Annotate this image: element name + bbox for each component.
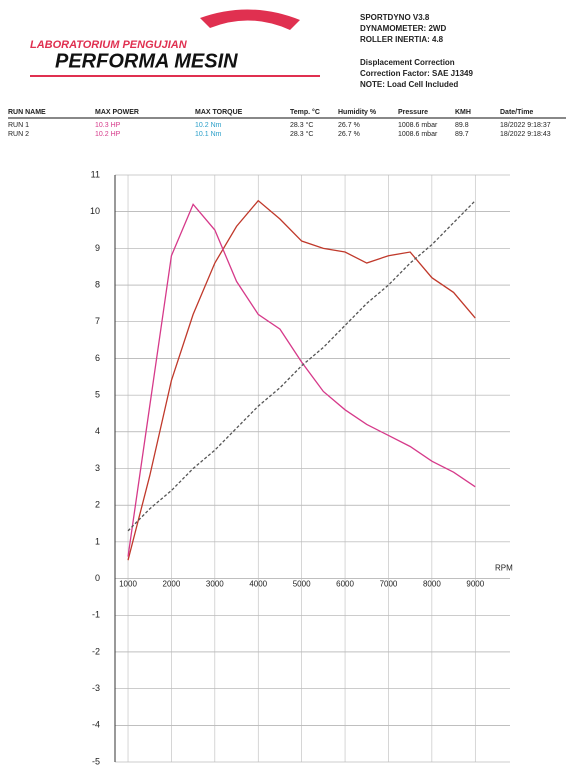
info-line: Displacement Correction (360, 58, 455, 67)
series-line (127, 199, 476, 561)
info-block: SPORTDYNO V3.8 DYNAMOMETER: 2WD ROLLER INE… (360, 13, 473, 89)
table-cell: 18/2022 9:18:37 (500, 122, 551, 129)
info-line: NOTE: Load Cell Included (360, 80, 458, 89)
logo-swoosh (200, 9, 300, 30)
table-cell: 10.2 HP (95, 131, 121, 138)
y-tick-label: 0 (95, 573, 100, 583)
table-header: Humidity % (338, 109, 377, 116)
table-cell: 28.3 °C (290, 121, 313, 129)
info-line: Correction Factor: SAE J1349 (360, 69, 473, 78)
table-cell: 18/2022 9:18:43 (500, 131, 551, 138)
table-cell: 26.7 % (338, 131, 360, 138)
table-cell: 10.3 HP (95, 122, 121, 129)
table-header: MAX POWER (95, 109, 139, 116)
brand: PERFORMA MESIN (55, 50, 238, 72)
y-tick-label: 9 (95, 243, 100, 253)
y-tick-label: -4 (92, 720, 100, 730)
table-cell: 28.3 °C (290, 130, 313, 138)
table-cell: 10.1 Nm (195, 131, 222, 138)
table-cell: 10.2 Nm (195, 122, 222, 129)
table-header: Temp. °C (290, 108, 320, 116)
y-tick-label: 7 (95, 316, 100, 326)
y-tick-label: -2 (92, 646, 100, 656)
y-tick-label: 8 (95, 279, 100, 289)
table-cell: 1008.6 mbar (398, 131, 438, 138)
run-table: RUN NAME MAX POWER MAX TORQUE Temp. °C Humid… (8, 108, 566, 138)
y-tick-label: 11 (91, 169, 100, 179)
table-header: RUN NAME (8, 109, 46, 116)
y-tick-label: -1 (92, 610, 100, 620)
y-tick-label: -5 (92, 756, 100, 766)
info-line: SPORTDYNO V3.8 (360, 13, 430, 22)
table-header: Pressure (398, 109, 428, 116)
table-cell: 26.7 % (338, 122, 360, 129)
y-tick-label: 4 (95, 426, 100, 436)
table-cell: 89.7 (455, 131, 469, 138)
info-line: ROLLER INERTIA: 4.8 (360, 35, 444, 44)
table-cell: 89.8 (455, 122, 469, 129)
table-cell: RUN 1 (8, 122, 29, 129)
table-header: MAX TORQUE (195, 109, 243, 116)
info-line: DYNAMOMETER: 2WD (360, 24, 446, 33)
y-tick-label: 6 (95, 353, 100, 363)
y-tick-label: -3 (92, 683, 100, 693)
table-cell: RUN 2 (8, 131, 29, 138)
table-cell: 1008.6 mbar (398, 122, 438, 129)
y-tick-label: 5 (95, 390, 100, 400)
y-tick-label: 3 (95, 463, 100, 473)
y-tick-label: 1 (95, 536, 100, 546)
x-axis-label: RPM (495, 564, 513, 573)
y-tick-label: 2 (95, 500, 100, 510)
lab-name: LABORATORIUM PENGUJIAN (30, 39, 188, 51)
series-line (127, 203, 476, 557)
table-header: KMH (455, 109, 471, 116)
table-header: Date/Time (500, 109, 533, 116)
y-tick-label: 10 (90, 206, 100, 216)
